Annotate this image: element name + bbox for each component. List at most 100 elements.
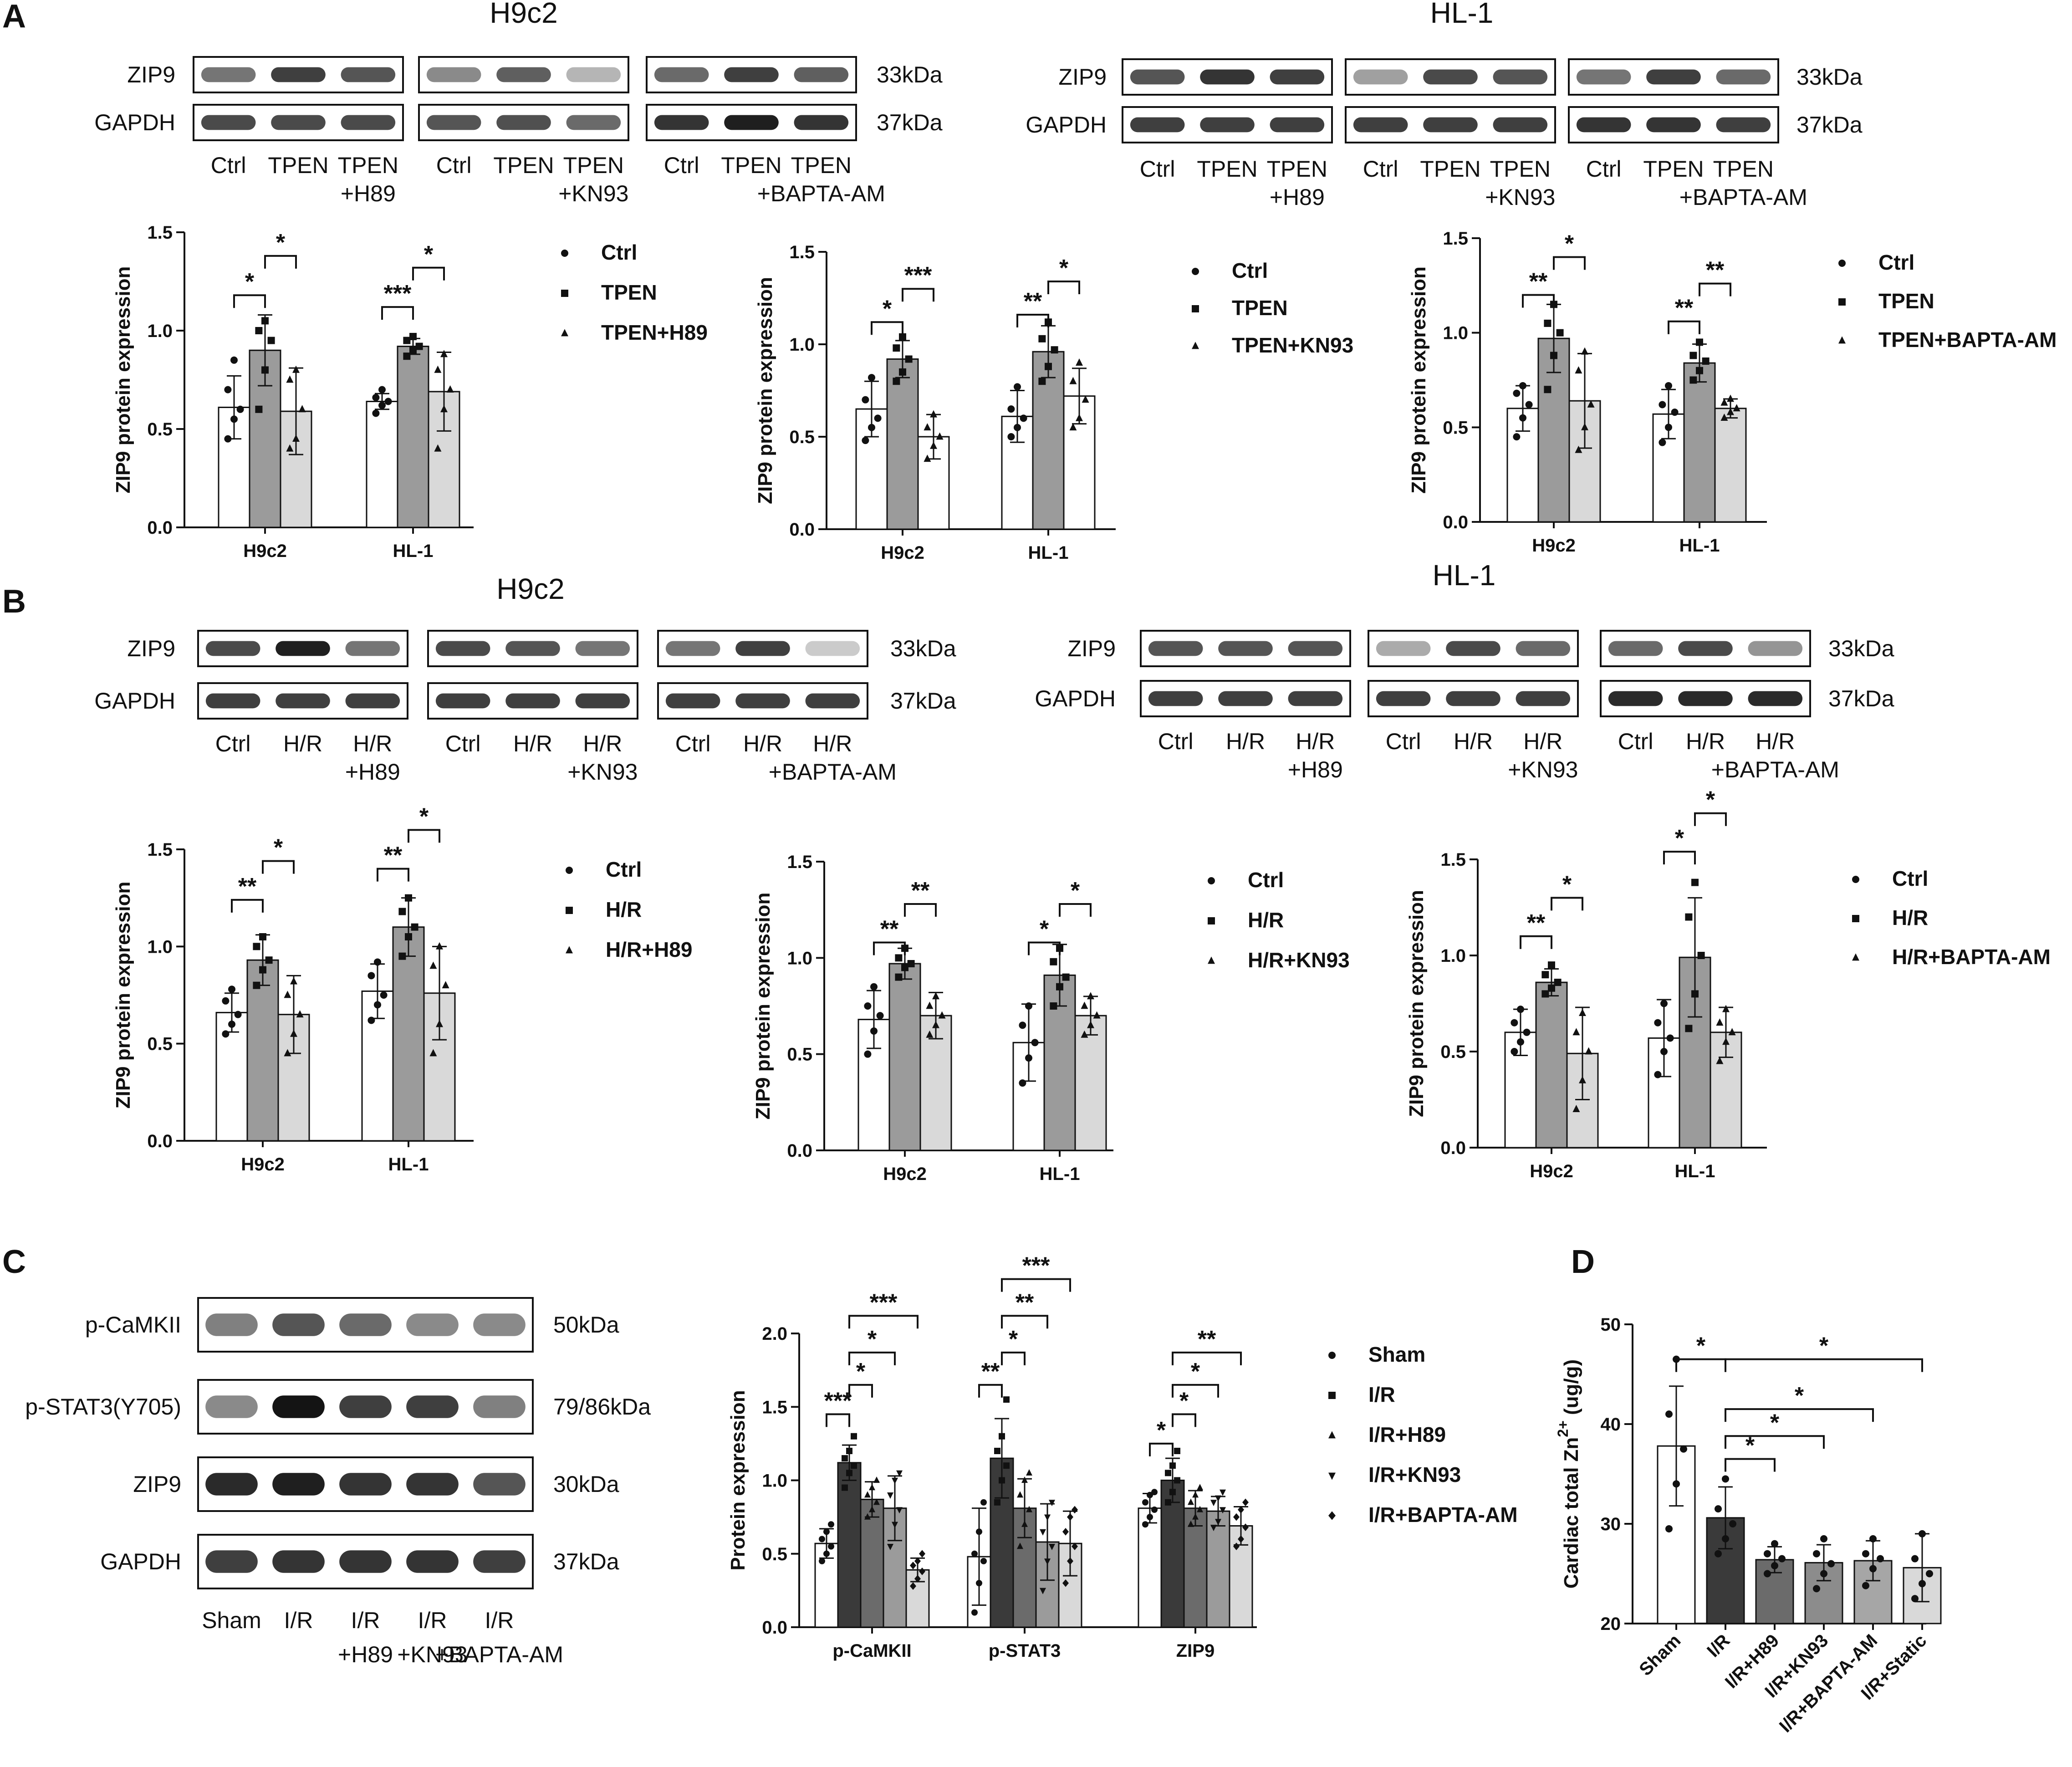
point-triangle <box>1720 398 1728 406</box>
significance-bracket <box>1172 1413 1196 1427</box>
blot-band <box>1716 117 1771 133</box>
point-triangle <box>873 1476 880 1483</box>
point-square <box>907 960 915 968</box>
point-triangle <box>864 1513 871 1520</box>
kda-label: 30kDa <box>553 1471 619 1497</box>
point-square <box>1691 990 1699 998</box>
point-triangle <box>1716 1018 1724 1026</box>
lane-label: Ctrl <box>215 731 251 756</box>
gapdh-blot <box>197 682 408 720</box>
legend-entry: H/R+BAPTA-AM <box>1892 945 2051 969</box>
blot-band <box>473 1550 526 1573</box>
blot-band <box>1608 641 1663 656</box>
significance-label: * <box>1675 825 1684 852</box>
zip9-blot <box>1368 630 1579 667</box>
y-tick-label: 1.0 <box>789 335 815 355</box>
y-tick-label: 0.0 <box>147 1131 173 1151</box>
significance-bracket <box>412 266 445 281</box>
lane-label: +KN93 <box>1485 184 1555 210</box>
bar <box>1183 1507 1208 1628</box>
point-triangle <box>284 1049 291 1057</box>
point-circle <box>1328 1352 1336 1359</box>
blot-strip <box>197 1534 534 1589</box>
point-diamond <box>1072 1506 1078 1514</box>
blot-band <box>1200 117 1255 133</box>
blot-band <box>1218 691 1273 706</box>
blot-band <box>205 1550 258 1573</box>
lane-label: I/R <box>485 1608 514 1633</box>
point-triangle <box>1727 408 1734 415</box>
y-axis-label-sup: 2+ <box>1555 1420 1571 1437</box>
point-triangle <box>1575 366 1582 374</box>
blot-band <box>665 641 720 656</box>
blot-band <box>505 641 560 656</box>
blot-band <box>1376 641 1431 656</box>
point-triangle <box>1082 395 1089 403</box>
lane-label: +KN93 <box>558 181 628 206</box>
point-triangle <box>869 1484 875 1491</box>
significance-label: * <box>1071 878 1080 904</box>
bar <box>1535 981 1568 1149</box>
significance-label: * <box>1819 1333 1829 1359</box>
point-circle <box>868 424 875 431</box>
data-point <box>1764 1570 1771 1578</box>
significance-bracket <box>826 1413 850 1427</box>
legend-entry: TPEN+BAPTA-AM <box>1878 328 2057 352</box>
point-triangle <box>1192 342 1199 349</box>
kda-label: 33kDa <box>1828 636 1894 661</box>
blot-row-label: p-STAT3(Y705) <box>25 1394 181 1420</box>
lane-label: Ctrl <box>1158 729 1194 754</box>
gapdh-blot <box>657 682 868 720</box>
point-triangle <box>561 329 568 337</box>
bar <box>1229 1525 1253 1628</box>
point-triangle <box>296 1010 304 1018</box>
point-square <box>1003 1462 1010 1469</box>
blot-row-label: ZIP9 <box>127 62 175 87</box>
significance-bracket <box>1047 280 1080 294</box>
significance-label: ** <box>1527 910 1546 936</box>
lane-label: I/R <box>418 1608 447 1633</box>
bar <box>1206 1510 1230 1628</box>
point-triangle <box>1579 1076 1586 1083</box>
x-category-label: H9c2 <box>881 543 924 563</box>
significance-label: * <box>868 1326 877 1353</box>
point-diamond <box>910 1562 916 1569</box>
point-triangle <box>1838 336 1846 344</box>
y-tick-label: 1.5 <box>147 223 173 243</box>
blot-band <box>566 67 621 82</box>
lane-label: +BAPTA-AM <box>435 1642 563 1667</box>
lane-label: Ctrl <box>445 731 481 756</box>
blot-band <box>1353 117 1408 133</box>
lane-label: Ctrl <box>675 731 711 756</box>
data-point <box>1665 1525 1673 1532</box>
blot-band <box>473 1395 526 1418</box>
kda-label: 37kDa <box>553 1549 619 1574</box>
point-triangle <box>1087 992 1094 1000</box>
point-square <box>1548 961 1555 969</box>
significance-label: * <box>1696 1333 1706 1359</box>
x-category-label: HL-1 <box>393 541 434 561</box>
point-triangle <box>1722 1005 1730 1012</box>
point-square <box>1208 917 1215 924</box>
lane-label: TPEN <box>1490 156 1551 182</box>
y-tick-label: 0.5 <box>147 419 173 439</box>
blot-band <box>272 1395 325 1418</box>
x-category-label: p-CaMKII <box>832 1641 911 1661</box>
point-triangle <box>1572 1028 1580 1036</box>
point-square <box>1169 1489 1176 1496</box>
lane-label: TPEN <box>338 153 398 178</box>
data-point <box>1869 1535 1877 1542</box>
legend-entry: H/R <box>1248 908 1284 932</box>
lane-label: TPEN <box>1713 156 1774 182</box>
lane-label: H/R <box>513 731 552 756</box>
blot-band <box>1576 117 1631 133</box>
point-square <box>893 378 900 385</box>
blot-strip <box>197 1297 534 1353</box>
point-triangle <box>924 423 931 431</box>
panel-letter: C <box>2 1244 26 1280</box>
significance-label: ** <box>1024 288 1042 315</box>
point-circle <box>1665 424 1672 431</box>
significance-bracket <box>848 1351 896 1365</box>
point-triangle <box>1021 1520 1028 1527</box>
lane-label: +H89 <box>1270 184 1325 210</box>
